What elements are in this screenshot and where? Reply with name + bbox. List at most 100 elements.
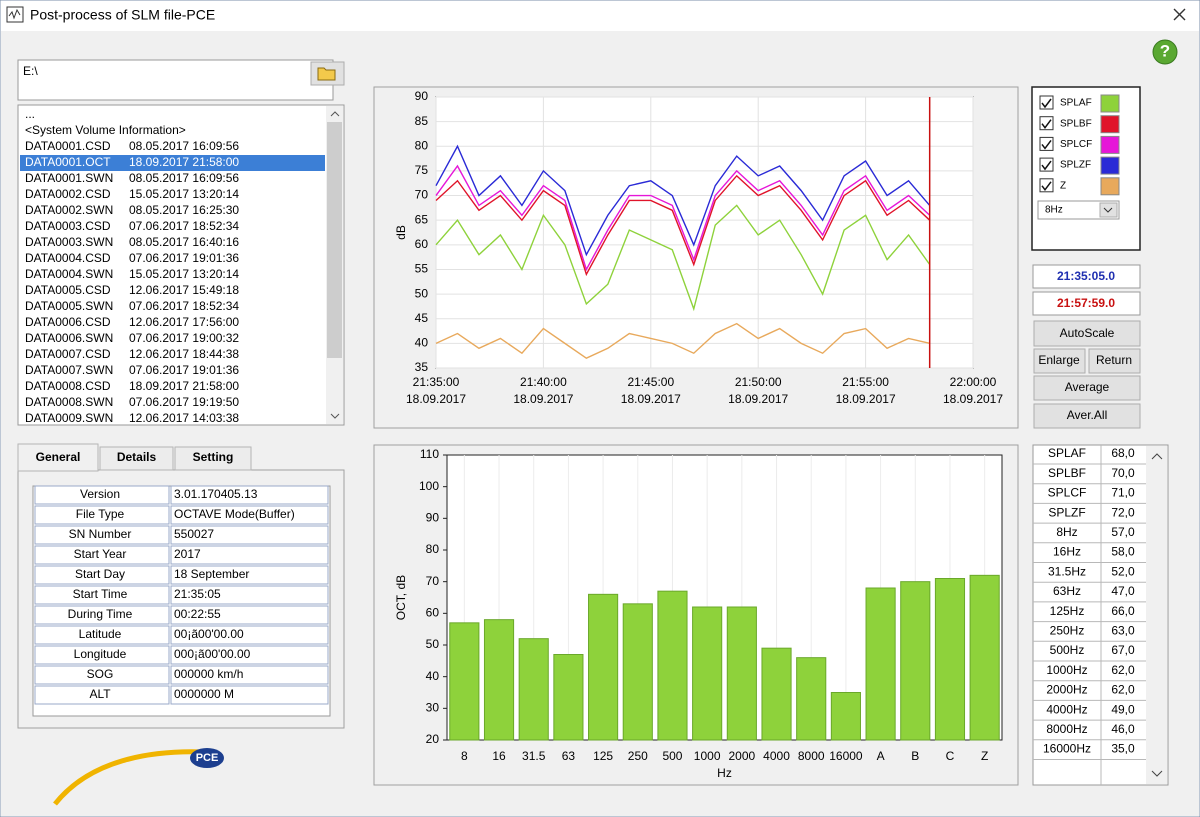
property-name: Start Time (73, 587, 128, 601)
property-value: OCTAVE Mode(Buffer) (174, 507, 295, 521)
file-name[interactable]: DATA0002.SWN (25, 203, 113, 217)
x-tick-date: 18.09.2017 (943, 392, 1003, 406)
file-date[interactable]: 12.06.2017 14:03:38 (129, 411, 239, 425)
file-name[interactable]: DATA0007.SWN (25, 363, 113, 377)
tab-label[interactable]: General (36, 450, 81, 464)
property-value: 000000 km/h (174, 667, 243, 681)
file-name[interactable]: DATA0004.SWN (25, 267, 113, 281)
property-value: 000¡ã00'00.00 (174, 647, 251, 661)
help-button[interactable]: ? (1153, 40, 1177, 64)
file-name[interactable]: DATA0006.CSD (25, 315, 111, 329)
file-name[interactable]: DATA0005.CSD (25, 283, 111, 297)
file-date[interactable]: 07.06.2017 19:19:50 (129, 395, 239, 409)
file-name[interactable]: <System Volume Information> (25, 123, 186, 137)
x-tick-time: 22:00:00 (950, 375, 997, 389)
bar (519, 639, 548, 740)
file-name[interactable]: DATA0001.CSD (25, 139, 111, 153)
legend-checkbox[interactable] (1040, 137, 1053, 150)
file-date[interactable]: 08.05.2017 16:09:56 (129, 171, 239, 185)
bar (797, 658, 826, 740)
file-name[interactable]: DATA0004.CSD (25, 251, 111, 265)
dropdown-arrow[interactable] (1100, 203, 1117, 217)
legend-checkbox[interactable] (1040, 158, 1053, 171)
file-date[interactable]: 12.06.2017 15:49:18 (129, 283, 239, 297)
file-date[interactable]: 18.09.2017 21:58:00 (129, 155, 239, 169)
x-tick-time: 21:35:00 (413, 375, 460, 389)
file-name[interactable]: DATA0008.SWN (25, 395, 113, 409)
y-tick-label: 35 (415, 360, 429, 374)
file-date[interactable]: 07.06.2017 19:00:32 (129, 331, 239, 345)
folder-icon (318, 68, 335, 80)
file-name[interactable]: DATA0002.CSD (25, 187, 111, 201)
x-tick-label: 125 (593, 749, 613, 763)
x-axis-label: Hz (717, 766, 732, 780)
legend-label: SPLBF (1060, 118, 1092, 129)
file-name[interactable]: DATA0009.SWN (25, 411, 113, 425)
file-date[interactable]: 15.05.2017 13:20:14 (129, 267, 239, 281)
logo-text: PCE (196, 752, 219, 764)
level-name: 500Hz (1050, 643, 1085, 657)
path-box[interactable] (18, 60, 333, 100)
tab-label[interactable]: Details (117, 450, 157, 464)
file-name[interactable]: DATA0007.CSD (25, 347, 111, 361)
y-tick-label: 80 (426, 542, 440, 556)
bar (554, 655, 583, 741)
property-value: 00¡ã00'00.00 (174, 627, 244, 641)
scroll-thumb[interactable] (327, 122, 342, 358)
file-date[interactable]: 12.06.2017 17:56:00 (129, 315, 239, 329)
file-name[interactable]: DATA0005.SWN (25, 299, 113, 313)
property-name: Latitude (79, 627, 122, 641)
level-value: 67,0 (1111, 643, 1135, 657)
legend-swatch (1101, 157, 1119, 174)
y-tick-label: 80 (415, 138, 429, 152)
level-value: 68,0 (1111, 446, 1135, 460)
property-name: SOG (87, 667, 114, 681)
legend-label: SPLCF (1060, 139, 1092, 150)
file-date[interactable]: 08.05.2017 16:25:30 (129, 203, 239, 217)
legend-checkbox[interactable] (1040, 117, 1053, 130)
file-name[interactable]: DATA0001.SWN (25, 171, 113, 185)
bar (831, 693, 860, 741)
start-time: 21:35:05.0 (1057, 269, 1115, 283)
legend-checkbox[interactable] (1040, 179, 1053, 192)
file-date[interactable]: 08.05.2017 16:40:16 (129, 235, 239, 249)
level-value: 70,0 (1111, 466, 1135, 480)
file-date[interactable]: 15.05.2017 13:20:14 (129, 187, 239, 201)
x-tick-date: 18.09.2017 (513, 392, 573, 406)
autoscale-label: AutoScale (1060, 326, 1115, 340)
level-value: 62,0 (1111, 663, 1135, 677)
aver-all-label: Aver.All (1067, 408, 1107, 422)
property-value: 550027 (174, 527, 214, 541)
level-value: 72,0 (1111, 505, 1135, 519)
file-date[interactable]: 18.09.2017 21:58:00 (129, 379, 239, 393)
level-name: 1000Hz (1046, 663, 1087, 677)
x-tick-time: 21:50:00 (735, 375, 782, 389)
file-date[interactable]: 08.05.2017 16:09:56 (129, 139, 239, 153)
level-name: 4000Hz (1046, 702, 1087, 716)
table-scrollbar[interactable] (1146, 446, 1167, 784)
level-name: SPLBF (1048, 466, 1086, 480)
file-name[interactable]: DATA0006.SWN (25, 331, 113, 345)
bar (484, 620, 513, 740)
file-date[interactable]: 07.06.2017 18:52:34 (129, 219, 239, 233)
file-date[interactable]: 07.06.2017 19:01:36 (129, 251, 239, 265)
file-name[interactable]: DATA0003.CSD (25, 219, 111, 233)
legend-checkbox[interactable] (1040, 96, 1053, 109)
file-name[interactable]: ... (25, 107, 35, 121)
level-name: 8000Hz (1046, 722, 1087, 736)
file-date[interactable]: 12.06.2017 18:44:38 (129, 347, 239, 361)
average-label: Average (1065, 380, 1110, 394)
tab-label[interactable]: Setting (193, 450, 234, 464)
y-tick-label: 70 (415, 188, 429, 202)
y-axis-label: dB (394, 225, 408, 240)
property-name: During Time (68, 607, 133, 621)
file-date[interactable]: 07.06.2017 18:52:34 (129, 299, 239, 313)
level-name: 8Hz (1056, 525, 1077, 539)
legend-label: SPLAF (1060, 98, 1092, 109)
bar (901, 582, 930, 740)
file-name[interactable]: DATA0008.CSD (25, 379, 111, 393)
file-date[interactable]: 07.06.2017 19:01:36 (129, 363, 239, 377)
file-name[interactable]: DATA0003.SWN (25, 235, 113, 249)
file-name[interactable]: DATA0001.OCT (25, 155, 111, 169)
y-tick-label: 100 (419, 479, 439, 493)
